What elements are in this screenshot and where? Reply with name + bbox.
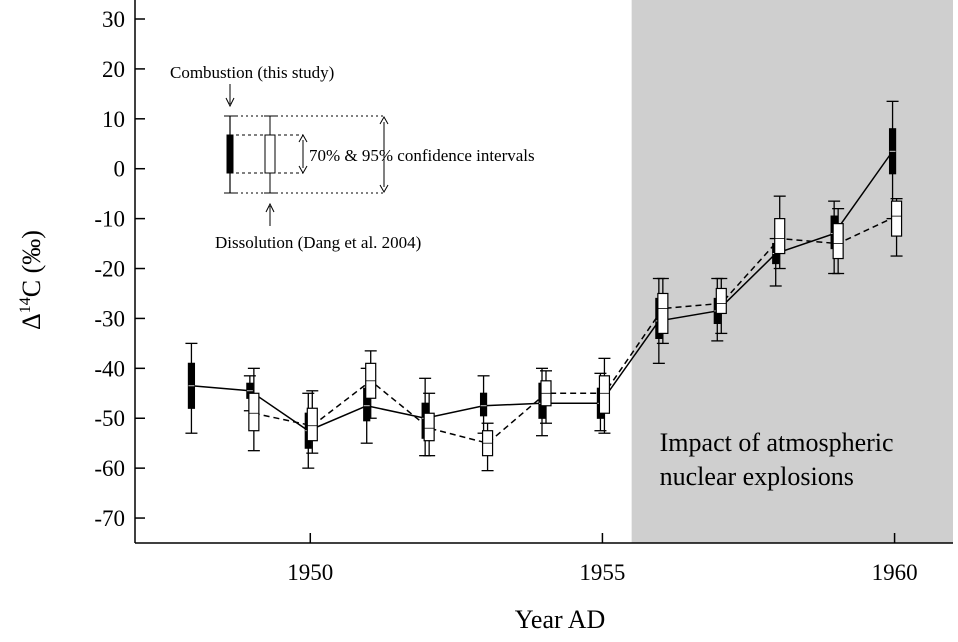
shade-label: Impact of atmospheric: [660, 428, 894, 457]
y-tick-label: 30: [102, 7, 125, 32]
legend-dissolution: Dissolution (Dang et al. 2004): [215, 233, 421, 252]
x-tick-label: 1955: [579, 560, 625, 585]
ci70-box: [248, 392, 260, 432]
legend-arrow-head: [225, 97, 235, 108]
x-tick-label: 1950: [287, 560, 333, 585]
ci70-box: [306, 407, 318, 442]
ci70-box: [598, 375, 611, 414]
y-label-sup: 14: [17, 297, 34, 313]
x-axis-label: Year AD: [515, 605, 606, 634]
ci70-box: [479, 392, 488, 417]
ci70-box: [423, 412, 435, 442]
y-tick-label: -40: [94, 356, 125, 381]
ci70-box: [715, 287, 727, 315]
legend-box: [264, 134, 276, 174]
legend-inset: [224, 84, 389, 226]
shade-label: nuclear explosions: [660, 462, 854, 491]
y-tick-label: -50: [94, 406, 125, 431]
legend-arrow-head: [379, 115, 389, 194]
y-tick-label: 10: [102, 107, 125, 132]
y-tick-label: -10: [94, 207, 125, 232]
x-tick-label: 1960: [872, 560, 918, 585]
ci70-box: [832, 223, 844, 260]
shaded-region: [631, 0, 953, 543]
y-axis-label: Δ14C (‰): [17, 230, 46, 330]
legend-arrow-head: [265, 202, 275, 213]
legend-box: [226, 134, 234, 174]
y-tick-label: -60: [94, 456, 125, 481]
y-tick-label: 20: [102, 57, 125, 82]
legend-arrow-head: [298, 133, 308, 175]
y-label-rest: C (‰): [17, 230, 46, 297]
ci70-box: [890, 200, 903, 237]
y-tick-label: 0: [114, 157, 126, 182]
series-line: [253, 215, 897, 445]
legend-intervals: 70% & 95% confidence intervals: [309, 146, 535, 165]
y-tick-label: -70: [94, 506, 125, 531]
y-label-delta: Δ: [17, 313, 46, 330]
ci70-box: [774, 218, 786, 255]
legend-combustion: Combustion (this study): [170, 63, 334, 82]
ci70-box: [657, 292, 669, 335]
y-tick-label: -30: [94, 306, 125, 331]
y-tick-label: -20: [94, 257, 125, 282]
